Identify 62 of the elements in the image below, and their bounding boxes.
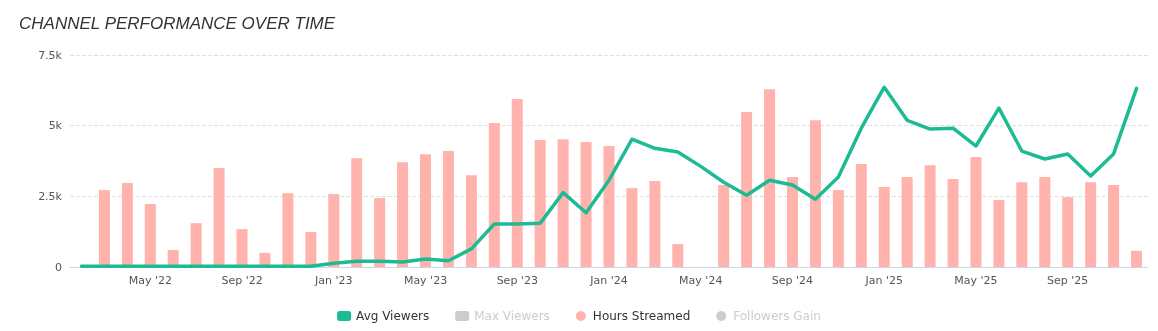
bar (626, 188, 638, 267)
x-tick-label: May '24 (679, 274, 723, 287)
bar (1085, 182, 1097, 267)
bar (442, 151, 454, 267)
bar (672, 244, 684, 267)
x-tick-label: Jan '23 (314, 274, 353, 287)
bar (878, 187, 890, 267)
bar (420, 154, 432, 267)
x-tick-label: Sep '23 (496, 274, 538, 287)
y-tick-label: 0 (55, 260, 62, 274)
x-tick-label: Sep '22 (221, 274, 263, 287)
bar (855, 164, 867, 267)
bar (786, 177, 798, 267)
bar (1062, 197, 1074, 267)
bar (557, 139, 569, 267)
bar (305, 231, 317, 267)
bar (741, 112, 753, 267)
bar (901, 177, 913, 267)
y-tick-label: 7.5k (38, 48, 63, 62)
bar (924, 165, 936, 267)
bar (236, 229, 248, 267)
bar (832, 190, 844, 267)
y-tick-label: 2.5k (38, 189, 63, 203)
bar (374, 198, 386, 267)
bar (328, 194, 340, 267)
bar (282, 193, 294, 267)
bar (993, 200, 1005, 267)
bar (947, 179, 959, 267)
x-tick-label: Jan '25 (864, 274, 903, 287)
bar (397, 162, 409, 267)
x-tick-label: May '22 (128, 274, 172, 287)
bar (1131, 250, 1143, 267)
bar (511, 99, 523, 267)
y-tick-label: 5k (48, 119, 63, 133)
legend-label: Hours Streamed (592, 309, 691, 323)
line-series (79, 85, 1139, 268)
legend-label: Avg Viewers (356, 309, 430, 323)
bar (809, 120, 821, 267)
bar (1016, 182, 1028, 267)
x-tick-label: Sep '24 (771, 274, 814, 287)
bar (718, 185, 730, 267)
bar (190, 223, 202, 267)
x-tick-label: Jan '24 (589, 274, 628, 287)
bar (764, 89, 776, 267)
bar (213, 168, 225, 267)
bar (488, 123, 500, 267)
bar (603, 146, 615, 267)
bar (580, 142, 592, 267)
bar (1039, 177, 1051, 267)
x-tick-label: May '25 (954, 274, 998, 287)
x-tick-label: Sep '25 (1047, 274, 1089, 287)
bar (1108, 185, 1120, 267)
bar (649, 181, 661, 267)
chart-title: CHANNEL PERFORMANCE OVER TIME (19, 14, 336, 33)
bar (144, 203, 156, 267)
bar (534, 140, 546, 267)
bar (121, 183, 133, 267)
bar (970, 157, 982, 267)
bar (465, 175, 477, 267)
bar (98, 190, 110, 267)
x-tick-label: May '23 (403, 274, 448, 287)
bar (351, 158, 363, 267)
